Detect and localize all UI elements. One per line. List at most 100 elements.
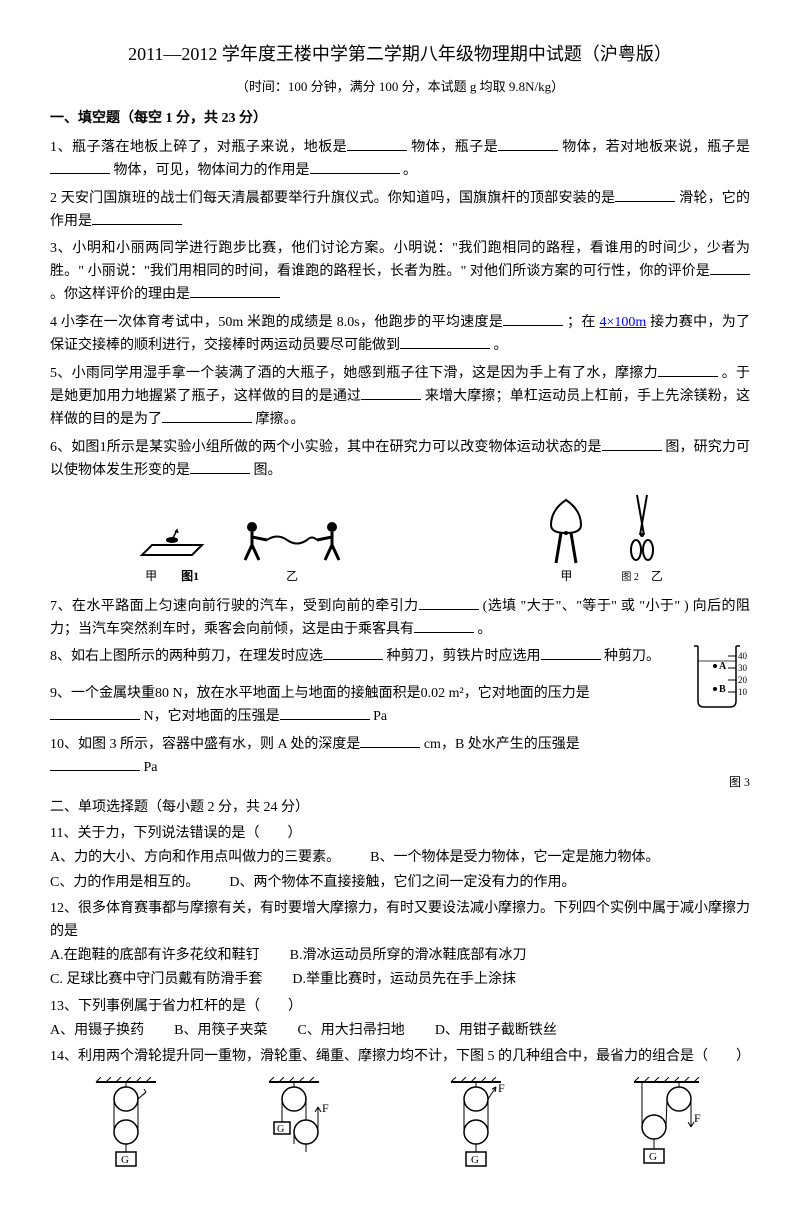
question-7: 7、在水平路面上匀速向前行驶的汽车，受到向前的牵引力 (选填 "大于"、"等于"…	[50, 595, 750, 642]
q7-text: 。	[478, 622, 492, 637]
fig2-label-b: 乙	[651, 569, 663, 583]
fig1-label-a: 甲	[145, 569, 157, 583]
q12-opt-d: D.举重比赛时，运动员先在手上涂抹	[292, 969, 516, 991]
question-4: 4 小李在一次体育考试中，50m 米跑的成绩是 8.0s，他跑步的平均速度是 ；…	[50, 311, 750, 358]
tug-of-war-icon	[237, 515, 347, 565]
force-f-label: F	[322, 1101, 329, 1115]
page-subtitle: （时间：100 分钟，满分 100 分，本试题 g 均取 9.8N/kg）	[50, 77, 750, 98]
q6-text: 图。	[254, 463, 282, 478]
q13-opt-d: D、用钳子截断铁丝	[435, 1020, 557, 1042]
blank	[710, 260, 750, 275]
question-13: 13、下列事例属于省力杠杆的是（ ） A、用镊子换药 B、用筷子夹菜 C、用大扫…	[50, 996, 750, 1043]
force-f-label: F	[498, 1081, 505, 1095]
question-8: 8、如右上图所示的两种剪刀，在理发时应选 种剪刀，剪铁片时应选用 种剪刀。	[50, 645, 750, 668]
figure-1-row: 甲 图1 乙 甲	[50, 490, 750, 586]
q13-stem: 13、下列事例属于省力杠杆的是（ ）	[50, 996, 750, 1018]
force-f-label: F	[694, 1111, 701, 1125]
blank	[414, 618, 474, 633]
fig1-caption: 图1	[181, 569, 199, 583]
q11-opt-c: C、力的作用是相互的。	[50, 872, 199, 894]
figure-3: 40 30 20 10 A B	[690, 641, 750, 716]
pulley-diagram-b: G F	[264, 1077, 344, 1172]
q9-text: 9、一个金属块重80 N，放在水平地面上与地面的接触面积是0.02 m²，它对地…	[50, 686, 590, 701]
q8-text: 种剪刀。	[604, 649, 660, 664]
blank	[361, 385, 421, 400]
question-10: 10、如图 3 所示，容器中盛有水，则 A 处的深度是 cm，B 处水产生的压强…	[50, 733, 750, 780]
blank	[190, 283, 280, 298]
q11-stem: 11、关于力，下列说法错误的是（ ）	[50, 823, 750, 845]
blank	[503, 311, 563, 326]
pliers-icon	[541, 495, 591, 565]
question-12: 12、很多体育赛事都与摩擦有关，有时要增大摩擦力，有时又要设法减小摩擦力。下列四…	[50, 898, 750, 992]
blank	[50, 756, 140, 771]
section-1-heading: 一、填空题（每空 1 分，共 23 分）	[50, 108, 750, 130]
weight-g-label: G	[649, 1151, 657, 1163]
q11-opt-d: D、两个物体不直接接触，它们之间一定没有力的作用。	[229, 872, 575, 894]
tick-40: 40	[738, 651, 748, 661]
blank	[658, 362, 718, 377]
q6-text: 6、如图1所示是某实验小组所做的两个小实验，其中在研究力可以改变物体运动状态的是	[50, 440, 602, 455]
pulley-diagram-a: G	[91, 1077, 161, 1172]
blank	[190, 459, 250, 474]
page-title: 2011—2012 学年度王楼中学第二学期八年级物理期中试题（沪粤版）	[50, 40, 750, 69]
q12-opt-c: C. 足球比赛中守门员戴有防滑手套	[50, 969, 262, 991]
q4-text: 4 小李在一次体育考试中，50m 米跑的成绩是 8.0s，他跑步的平均速度是	[50, 315, 503, 330]
blank	[50, 705, 140, 720]
section-2-heading: 二、单项选择题（每小题 2 分，共 24 分）	[50, 797, 750, 819]
q5-text: 摩擦。。	[256, 412, 305, 427]
blank	[498, 136, 558, 151]
mat-experiment-icon	[137, 520, 207, 565]
q9-text: Pa	[373, 709, 387, 724]
q11-opt-b: B、一个物体是受力物体，它一定是施力物体。	[370, 847, 659, 869]
tick-10: 10	[738, 687, 748, 697]
q3-text: 。你这样评价的理由是	[50, 287, 190, 302]
blank	[323, 645, 383, 660]
q1-text: 物体，可见，物体间力的作用是	[114, 163, 310, 178]
blank	[162, 408, 252, 423]
relay-link[interactable]: 4×100m	[600, 315, 647, 330]
weight-g-label: G	[277, 1124, 284, 1135]
point-b: B	[719, 684, 726, 695]
q8-text: 种剪刀，剪铁片时应选用	[387, 649, 541, 664]
q11-opt-a: A、力的大小、方向和作用点叫做力的三要素。	[50, 847, 340, 869]
point-a: A	[719, 661, 727, 672]
blank	[360, 733, 420, 748]
pulley-diagram-c: F G	[446, 1077, 526, 1172]
q7-text: 7、在水平路面上匀速向前行驶的汽车，受到向前的牵引力	[50, 599, 419, 614]
q12-stem: 12、很多体育赛事都与摩擦有关，有时要增大摩擦力，有时又要设法减小摩擦力。下列四…	[50, 898, 750, 943]
blank	[280, 705, 370, 720]
fig2-caption: 图 2	[621, 572, 639, 583]
q1-text: 物体，若对地板来说，瓶子是	[562, 140, 750, 155]
q14-stem: 14、利用两个滑轮提升同一重物，滑轮重、绳重、摩擦力均不计，下图 5 的几种组合…	[50, 1046, 750, 1068]
blank	[541, 645, 601, 660]
q12-opt-a: A.在跑鞋的底部有许多花纹和鞋钉	[50, 945, 260, 967]
beaker-icon: 40 30 20 10 A B	[690, 641, 750, 716]
question-6: 6、如图1所示是某实验小组所做的两个小实验，其中在研究力可以改变物体运动状态的是…	[50, 436, 750, 483]
q4-text: ；在	[567, 315, 599, 330]
fig1-label-b: 乙	[286, 567, 298, 586]
question-2: 2 天安门国旗班的战士们每天清晨都要举行升旗仪式。你知道吗，国旗旗杆的顶部安装的…	[50, 187, 750, 234]
blank	[92, 210, 182, 225]
pulley-diagram-d: F G	[629, 1077, 709, 1172]
weight-g-label: G	[121, 1154, 129, 1166]
blank	[615, 187, 675, 202]
q10-text: Pa	[144, 760, 158, 775]
question-5: 5、小雨同学用湿手拿一个装满了酒的大瓶子，她感到瓶子往下滑，这是因为手上有了水，…	[50, 362, 750, 432]
q5-text: 5、小雨同学用湿手拿一个装满了酒的大瓶子，她感到瓶子往下滑，这是因为手上有了水，…	[50, 366, 658, 381]
fig2-label-a: 甲	[560, 567, 572, 586]
question-14: 14、利用两个滑轮提升同一重物，滑轮重、绳重、摩擦力均不计，下图 5 的几种组合…	[50, 1046, 750, 1068]
blank	[419, 595, 479, 610]
blank	[50, 159, 110, 174]
question-1: 1、瓶子落在地板上碎了，对瓶子来说，地板是 物体，瓶子是 物体，若对地板来说，瓶…	[50, 136, 750, 183]
tick-30: 30	[738, 663, 748, 673]
blank	[347, 136, 407, 151]
q13-opt-c: C、用大扫帚扫地	[297, 1020, 404, 1042]
blank	[310, 159, 400, 174]
figure-5-row: G G F F G	[50, 1077, 750, 1172]
question-9: 9、一个金属块重80 N，放在水平地面上与地面的接触面积是0.02 m²，它对地…	[50, 683, 750, 729]
q13-opt-a: A、用镊子换药	[50, 1020, 144, 1042]
q12-opt-b: B.滑冰运动员所穿的滑冰鞋底部有冰刀	[290, 945, 527, 967]
q1-text: 。	[403, 163, 417, 178]
q10-text: cm，B 处水产生的压强是	[424, 737, 580, 752]
question-11: 11、关于力，下列说法错误的是（ ） A、力的大小、方向和作用点叫做力的三要素。…	[50, 823, 750, 894]
